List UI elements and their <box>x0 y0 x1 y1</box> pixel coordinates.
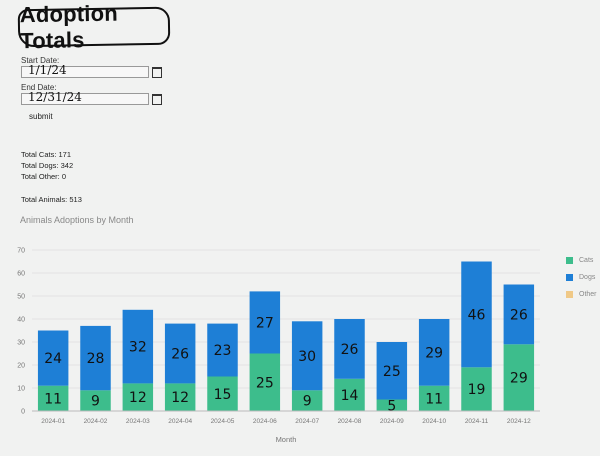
bar-segment-dogs <box>207 323 238 377</box>
x-tick-label: 2024-10 <box>422 418 446 425</box>
bar-segment-dogs <box>122 309 154 384</box>
data-label: 5 <box>387 398 396 414</box>
bar-segment-dogs <box>291 321 323 391</box>
start-date-input[interactable]: 1/1/24 <box>21 63 162 78</box>
bar-segment-cats <box>418 385 450 411</box>
x-tick-label: 2024-04 <box>168 418 192 425</box>
x-axis-title: Month <box>276 435 297 444</box>
calendar-icon[interactable] <box>152 67 162 78</box>
y-tick-label: 60 <box>17 271 25 278</box>
bar-segment-cats <box>334 378 365 411</box>
data-label: 14 <box>341 388 359 404</box>
data-label: 19 <box>468 382 486 398</box>
data-label: 25 <box>383 364 401 380</box>
x-tick-label: 2024-05 <box>211 418 235 425</box>
calendar-icon[interactable] <box>152 94 162 105</box>
y-tick-label: 30 <box>17 340 25 347</box>
bar-segment-dogs <box>503 284 535 345</box>
bar-segment-dogs <box>376 342 408 400</box>
end-date-value: 12/31/24 <box>28 90 82 104</box>
data-label: 26 <box>171 347 189 363</box>
total-other: Total Other: 0 <box>21 172 67 181</box>
bar-segment-dogs <box>418 319 450 386</box>
data-label: 11 <box>425 391 443 407</box>
legend-label: Other <box>579 291 597 298</box>
bar-segment-cats <box>164 383 196 411</box>
data-label: 12 <box>129 390 147 406</box>
chart-title: Animals Adoptions by Month <box>20 215 134 225</box>
bar-segment-dogs <box>164 323 196 384</box>
end-date-input[interactable]: 12/31/24 <box>21 90 162 105</box>
bar-segment-cats <box>291 390 323 411</box>
total-dogs: Total Dogs: 342 <box>21 161 74 170</box>
data-label: 23 <box>214 343 232 359</box>
bar-segment-cats <box>37 385 69 411</box>
end-date-label: End Date: <box>21 83 57 92</box>
y-tick-label: 70 <box>17 248 25 255</box>
data-label: 28 <box>87 351 105 367</box>
y-tick-label: 40 <box>17 317 25 324</box>
data-label: 32 <box>129 340 147 356</box>
data-label: 26 <box>510 307 528 323</box>
data-label: 11 <box>44 391 62 407</box>
data-label: 9 <box>303 394 312 410</box>
y-tick-label: 50 <box>17 294 25 301</box>
bar-segment-dogs <box>80 325 111 391</box>
bar-segment-dogs <box>461 261 492 368</box>
submit-button[interactable]: submit <box>29 112 53 121</box>
start-date-value: 1/1/24 <box>28 63 67 77</box>
bar-segment-cats <box>376 399 408 411</box>
chart-legend: Cats Dogs Other <box>566 252 597 303</box>
y-tick-label: 10 <box>17 386 25 393</box>
data-label: 26 <box>341 342 359 358</box>
data-label: 46 <box>468 307 486 323</box>
legend-item[interactable]: Dogs <box>566 269 597 286</box>
legend-swatch <box>566 274 573 281</box>
bar-segment-dogs <box>249 291 281 354</box>
x-tick-label: 2024-09 <box>380 418 404 425</box>
data-label: 9 <box>91 394 100 410</box>
bar-segment-dogs <box>334 319 365 379</box>
total-animals: Total Animals: 513 <box>21 195 82 204</box>
bar-segment-cats <box>207 376 238 411</box>
legend-swatch <box>566 291 573 298</box>
x-tick-label: 2024-12 <box>507 418 531 425</box>
x-tick-label: 2024-06 <box>253 418 277 425</box>
legend-swatch <box>566 257 573 264</box>
legend-label: Dogs <box>579 274 596 281</box>
totals-block: Total Cats: 171 Total Dogs: 342 Total Ot… <box>21 149 82 205</box>
x-tick-label: 2024-03 <box>126 418 150 425</box>
x-tick-label: 2024-07 <box>295 418 319 425</box>
data-label: 25 <box>256 375 274 391</box>
bar-segment-cats <box>122 383 154 411</box>
bar-segment-cats <box>503 344 535 411</box>
y-tick-label: 20 <box>17 363 25 370</box>
legend-item[interactable]: Other <box>566 286 597 303</box>
x-tick-label: 2024-02 <box>84 418 108 425</box>
bar-segment-cats <box>80 390 111 411</box>
data-label: 15 <box>214 387 232 403</box>
y-tick-label: 0 <box>21 409 25 416</box>
data-label: 29 <box>510 371 528 387</box>
x-tick-label: 2024-01 <box>41 418 65 425</box>
bar-segment-cats <box>249 353 281 411</box>
legend-item[interactable]: Cats <box>566 252 597 269</box>
data-label: 24 <box>44 351 62 367</box>
bar-segment-dogs <box>37 330 69 386</box>
data-label: 29 <box>425 345 443 361</box>
x-tick-label: 2024-08 <box>338 418 362 425</box>
data-label: 30 <box>298 349 316 365</box>
start-date-label: Start Date: <box>21 56 60 65</box>
legend-label: Cats <box>579 257 594 264</box>
date-form: Start Date: 1/1/24 End Date: 12/31/24 su… <box>21 56 162 121</box>
data-label: 12 <box>171 390 189 406</box>
x-tick-label: 2024-11 <box>465 418 489 425</box>
total-cats: Total Cats: 171 <box>21 150 72 159</box>
data-label: 27 <box>256 315 274 331</box>
bar-segment-cats <box>461 367 492 411</box>
